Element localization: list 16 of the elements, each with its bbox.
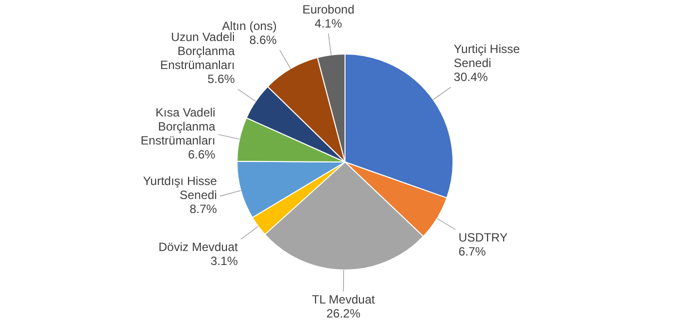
slice-label: Yurtiçi Hisse Senedi	[454, 42, 520, 70]
data-label: 8.7%	[190, 202, 218, 216]
data-label: 30.4%	[454, 70, 488, 84]
slice-label: USDTRY	[458, 230, 508, 245]
data-label: 3.1%	[210, 254, 238, 268]
data-label: 4.1%	[314, 16, 342, 30]
slice-label: Döviz Mevduat	[158, 240, 239, 254]
data-label: 5.6%	[207, 72, 236, 86]
slice-label: Yurtdışı Hisse Senedi	[142, 174, 218, 202]
slice-label: TL Mevduat	[312, 292, 376, 307]
data-label: 26.2%	[326, 306, 361, 321]
slice-label: Eurobond	[302, 2, 354, 16]
data-label: 8.6%	[249, 33, 278, 48]
data-label: 6.6%	[188, 148, 216, 162]
data-label: 6.7%	[458, 244, 486, 259]
slice-label: Kısa Vadeli Borçlanma Enstrümanları	[140, 106, 216, 148]
